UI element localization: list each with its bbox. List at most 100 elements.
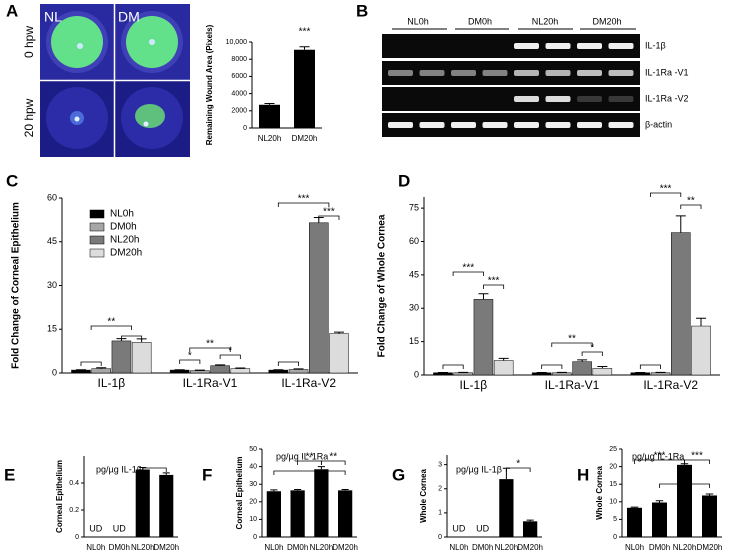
significance-bracket (277, 361, 299, 366)
gel-band (451, 122, 476, 128)
y-tick-label: 10,000 (226, 39, 248, 46)
y-tick-label: 0 (438, 534, 442, 541)
wound-images: A NL DM 0 hpw 20 hpw (6, 1, 190, 157)
significance-bracket (541, 364, 563, 369)
error-bar (215, 364, 226, 366)
significance-bracket (639, 364, 661, 369)
y-tick-label: 2000 (231, 108, 247, 115)
significance-label: ** (306, 452, 314, 463)
error-bar (675, 215, 686, 233)
y-tick-label: 2 (438, 486, 442, 493)
bar (630, 372, 651, 376)
y-tick-label: 30 (249, 481, 257, 488)
bar (338, 490, 353, 537)
gel-band (482, 122, 508, 128)
x-tick-label: DM20h (697, 543, 723, 552)
x-tick-label: IL-1β (98, 376, 126, 390)
gel-band (514, 96, 539, 102)
significance-label: *** (654, 451, 666, 462)
y-tick-label: 0 (253, 534, 257, 541)
significance-bracket (219, 354, 241, 359)
y-tick-label: 0.4 (69, 480, 79, 487)
y-tick-label: 15 (609, 481, 617, 488)
y-tick-label: 45 (47, 236, 57, 246)
significance-bracket (505, 467, 531, 472)
significance-bracket (659, 483, 710, 488)
x-tick-label: DM20h (517, 543, 543, 552)
error-bar (299, 46, 310, 50)
y-axis-title: Fold Change of Corneal Epithelium (11, 202, 22, 369)
legend-swatch (89, 222, 105, 232)
bar (473, 299, 494, 376)
bar (552, 372, 572, 376)
y-tick-label: 20 (249, 499, 257, 506)
significance-bracket (551, 342, 593, 347)
bar (230, 368, 251, 374)
x-tick-label: DM0h (287, 543, 308, 552)
bar (91, 368, 111, 374)
bar (268, 369, 289, 374)
gel-band (451, 70, 476, 76)
error-bar (526, 519, 534, 522)
error-bar (577, 359, 588, 362)
significance-bracket (684, 459, 710, 464)
y-tick-label: 0 (613, 534, 617, 541)
significance-label: *** (299, 27, 311, 38)
gel-band (545, 122, 571, 128)
subtitle: pg/µg IL-1β (456, 464, 502, 474)
lane-label: DM20h (592, 16, 621, 26)
bar (499, 479, 514, 537)
bar (131, 342, 152, 374)
y-tick-label: 15 (47, 324, 57, 334)
error-bar (498, 357, 509, 361)
x-tick-label: DM20h (153, 543, 179, 552)
error-bar (696, 317, 707, 327)
bar (294, 49, 315, 128)
x-tick-label: IL-1Ra-V2 (281, 376, 336, 390)
significance-bracket (318, 215, 340, 220)
y-tick-label: 8000 (231, 56, 247, 63)
image-cell (115, 4, 190, 80)
x-tick-label: DM0h (109, 543, 130, 552)
y-tick-label: 10 (609, 499, 617, 506)
error-bar (317, 466, 325, 470)
y-tick-label: 0 (243, 125, 247, 132)
bar (135, 469, 150, 537)
gel-row-label: IL-1β (645, 40, 666, 50)
subtitle: pg/µg IL-1Ra (276, 451, 328, 461)
significance-bracket (452, 271, 484, 276)
significance-label: ** (329, 452, 337, 463)
x-tick-label: NL20h (310, 543, 334, 552)
gel-band (577, 122, 602, 128)
error-bar (478, 293, 489, 300)
x-tick-label: NL0h (264, 543, 283, 552)
significance-bracket (90, 325, 132, 330)
bar (266, 491, 281, 537)
gel-row-label: β-actin (645, 119, 672, 129)
error-bar (294, 488, 302, 491)
y-axis-title: Corneal Epithelium (55, 460, 64, 533)
significance-label: *** (488, 276, 500, 287)
gel-band (608, 70, 634, 76)
significance-label: *** (462, 263, 474, 274)
legend-label: DM0h (110, 222, 137, 233)
y-tick-label: 20 (609, 463, 617, 470)
x-tick-label: NL0h (449, 543, 468, 552)
bar (210, 365, 230, 374)
significance-label: *** (660, 184, 672, 195)
significance-label: * (590, 343, 594, 354)
bar (702, 495, 717, 537)
gel-band (514, 43, 539, 49)
significance-bracket (442, 364, 464, 369)
legend-label: NL0h (110, 209, 134, 220)
image-column-label: DM (118, 9, 140, 25)
significance-label: * (516, 459, 520, 470)
significance-label: *** (298, 194, 310, 205)
gel-band (545, 70, 571, 76)
significance-bracket (483, 284, 505, 289)
y-tick-label: 4000 (231, 90, 247, 97)
bar (652, 502, 667, 537)
subtitle: pg/µg IL-1Ra (632, 451, 684, 461)
gel-row-label: IL-1Ra -V1 (645, 67, 689, 77)
